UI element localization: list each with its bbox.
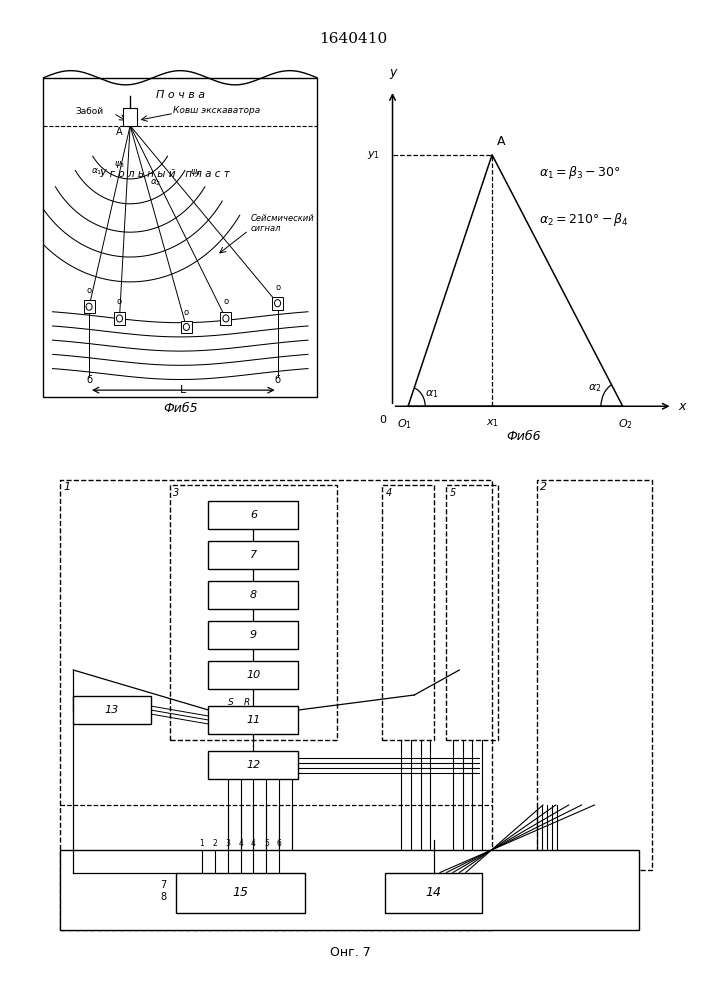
- Bar: [124, 108, 137, 126]
- Bar: [385, 872, 482, 912]
- Text: 7: 7: [250, 550, 257, 560]
- Text: $\psi_4$: $\psi_4$: [189, 167, 201, 178]
- Bar: [382, 485, 433, 740]
- Text: $O_2$: $O_2$: [619, 417, 633, 431]
- Text: 10: 10: [246, 670, 261, 680]
- Text: 7: 7: [160, 880, 167, 890]
- Bar: [272, 297, 283, 310]
- Bar: [447, 485, 498, 740]
- Text: 3: 3: [173, 488, 180, 497]
- Bar: [74, 696, 151, 724]
- Bar: [209, 706, 298, 734]
- Text: y: y: [389, 66, 396, 79]
- Text: 1: 1: [64, 483, 71, 492]
- Text: П о ч в а: П о ч в а: [156, 91, 205, 101]
- Text: $\alpha_2$: $\alpha_2$: [588, 382, 602, 394]
- Bar: [537, 480, 653, 870]
- Text: A: A: [116, 127, 123, 137]
- Bar: [176, 872, 305, 912]
- Text: $x_1$: $x_1$: [486, 417, 498, 429]
- Bar: [114, 312, 125, 325]
- Text: $\alpha_1$: $\alpha_1$: [425, 388, 438, 400]
- Bar: [83, 300, 95, 313]
- Text: 2: 2: [539, 483, 547, 492]
- Text: 1640410: 1640410: [320, 32, 387, 46]
- Text: 9: 9: [250, 630, 257, 640]
- Text: 4: 4: [251, 840, 256, 848]
- Text: 8: 8: [250, 590, 257, 600]
- Text: $\alpha_1$: $\alpha_1$: [91, 167, 103, 177]
- Bar: [209, 751, 298, 779]
- Text: o: o: [86, 286, 92, 295]
- Text: 12: 12: [246, 760, 261, 770]
- Text: Ковш экскаватора: Ковш экскаватора: [173, 106, 260, 115]
- Text: L: L: [180, 385, 187, 395]
- Bar: [209, 501, 298, 529]
- Bar: [209, 621, 298, 649]
- Text: Фиб6: Фиб6: [506, 430, 540, 443]
- Text: o: o: [117, 297, 122, 306]
- Text: Онг. 7: Онг. 7: [329, 946, 370, 959]
- Text: o: o: [184, 308, 189, 317]
- Text: 3: 3: [226, 840, 230, 848]
- Text: 4: 4: [385, 488, 392, 497]
- Text: б: б: [86, 375, 92, 385]
- Bar: [209, 661, 298, 689]
- Text: 2: 2: [213, 840, 217, 848]
- Text: $\alpha_1 = \beta_3 - 30°$: $\alpha_1 = \beta_3 - 30°$: [539, 164, 621, 181]
- Text: A: A: [497, 135, 506, 148]
- Text: 6: 6: [250, 510, 257, 520]
- Text: 4: 4: [238, 840, 243, 848]
- Text: 8: 8: [160, 892, 166, 902]
- Bar: [221, 312, 231, 325]
- Text: 15: 15: [233, 886, 249, 899]
- Text: $O_1$: $O_1$: [397, 417, 412, 431]
- Text: $\alpha_2$: $\alpha_2$: [151, 177, 162, 188]
- Bar: [209, 581, 298, 609]
- Text: 13: 13: [105, 705, 119, 715]
- Text: 14: 14: [426, 886, 442, 899]
- Text: S: S: [228, 698, 234, 707]
- Text: $y_1$: $y_1$: [367, 149, 380, 161]
- Text: 11: 11: [246, 715, 261, 725]
- Text: $\psi_3$: $\psi_3$: [114, 159, 125, 170]
- Text: 5: 5: [450, 488, 456, 497]
- Text: 0: 0: [379, 415, 386, 425]
- Bar: [209, 541, 298, 569]
- Text: Забой: Забой: [75, 107, 103, 116]
- Text: б: б: [274, 375, 281, 385]
- Text: 1: 1: [199, 840, 204, 848]
- Text: $\alpha_2 = 210° - \beta_4$: $\alpha_2 = 210° - \beta_4$: [539, 211, 629, 228]
- Text: x: x: [679, 400, 686, 413]
- Text: Фиб5: Фиб5: [163, 402, 197, 415]
- Text: У г о л ь н ы й   п л а с т: У г о л ь н ы й п л а с т: [100, 169, 230, 179]
- Text: Сейсмический
сигнал: Сейсмический сигнал: [250, 214, 314, 233]
- Text: o: o: [275, 283, 280, 292]
- Text: R: R: [244, 698, 250, 707]
- Bar: [61, 850, 640, 930]
- Text: 6: 6: [276, 840, 281, 848]
- Bar: [170, 485, 337, 740]
- Text: 5: 5: [264, 840, 269, 848]
- Bar: [181, 321, 192, 333]
- Text: o: o: [223, 297, 228, 306]
- Bar: [61, 480, 491, 930]
